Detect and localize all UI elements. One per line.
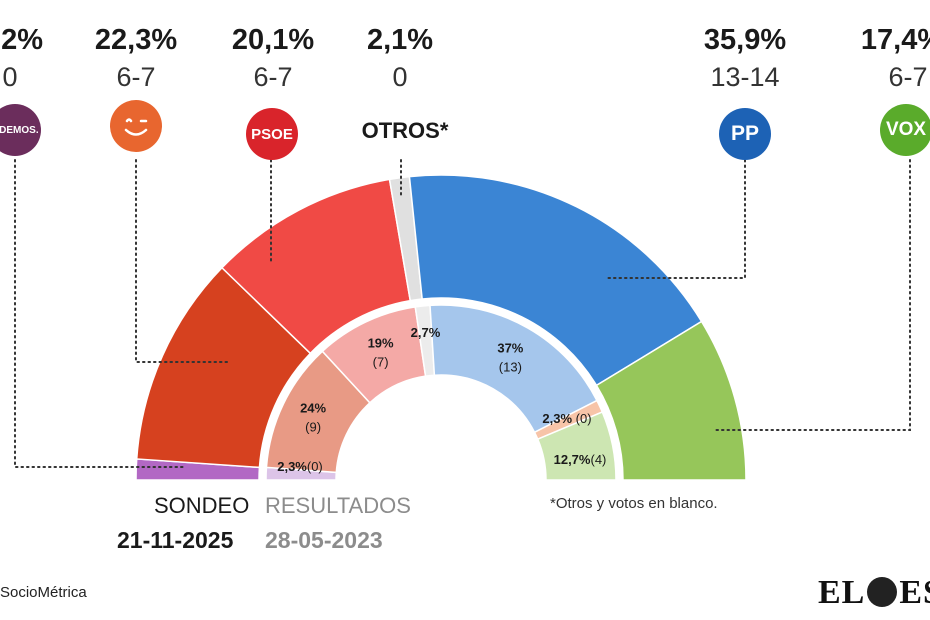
vox-seats: 6-7: [888, 62, 928, 92]
inner-ring-labels: 2,3%(0) 24% (9) 19% (7) 2,7% 37% (13) 2,3% (0) 12…: [277, 325, 606, 474]
outer-ring: [135, 174, 747, 481]
lion-icon: [867, 577, 898, 607]
pp-logo-text: PP: [730, 122, 759, 145]
resultados-date: 28-05-2023: [265, 527, 383, 553]
inner-ring: [265, 304, 617, 481]
pp-connector: [607, 159, 746, 279]
pp-percentage: 35,9%: [703, 24, 787, 56]
otros-percentage: 2,1%: [366, 24, 434, 56]
pp-logo-icon: PP: [719, 108, 771, 160]
brand-logo: EL ESP: [818, 574, 930, 612]
outer-segment-pp: [408, 174, 703, 387]
vox-percentage: 17,4%: [860, 24, 930, 56]
resultados-label: RESULTADOS: [265, 493, 411, 518]
inner-pct-psoe: 19%: [368, 336, 394, 351]
inner-seats-m-s-madrid: (9): [305, 419, 321, 434]
inner-seats-pp: (13): [499, 359, 522, 374]
otros-label: OTROS*: [361, 118, 449, 143]
otros-seats: 0: [392, 62, 408, 92]
outer-segment-vox: [595, 320, 747, 481]
psoe-logo-icon: PSOE: [246, 108, 298, 160]
podemos-connector: [14, 159, 186, 468]
sumar-percentage: 22,3%: [94, 24, 178, 56]
inner-label-ciudadanos: 2,3% (0): [542, 411, 591, 426]
inner-label-vox: 12,7%(4): [554, 452, 607, 467]
inner-pct-m-s-madrid: 24%: [300, 400, 326, 415]
sumar-smile-logo-icon: [110, 100, 162, 152]
brand-right-text: ESP: [899, 574, 930, 611]
podemos-seats: 0: [2, 62, 18, 92]
podemos-logo-icon: ODEMOS.: [0, 104, 41, 156]
smile-icon: [124, 118, 148, 136]
sumar-connector: [135, 159, 231, 363]
inner-label-podemos: 2,3%(0): [277, 459, 323, 474]
podemos-percentage: ,2%: [0, 24, 43, 56]
psoe-percentage: 20,1%: [231, 24, 315, 56]
psoe-seats: 6-7: [253, 62, 293, 92]
sondeo-label: SONDEO: [154, 493, 250, 518]
inner-pct-pp: 37%: [497, 340, 523, 355]
pp-seats: 13-14: [710, 62, 780, 92]
brand-left-text: EL: [818, 574, 866, 611]
inner-segment-vox: [536, 411, 617, 481]
sumar-seats: 6-7: [116, 62, 156, 92]
footnote: *Otros y votos en blanco.: [550, 495, 718, 512]
psoe-logo-text: PSOE: [251, 125, 293, 143]
sondeo-date: 21-11-2025: [117, 527, 234, 553]
vox-connector: [713, 159, 911, 431]
vox-logo-icon: VOX: [880, 104, 930, 156]
podemos-logo-text: ODEMOS.: [0, 124, 39, 136]
inner-pct-otros: 2,7%: [411, 325, 441, 340]
source-credit: SocioMétrica: [0, 584, 87, 601]
inner-seats-psoe: (7): [373, 355, 389, 370]
vox-logo-text: VOX: [885, 119, 927, 140]
connector-lines: [14, 159, 911, 468]
